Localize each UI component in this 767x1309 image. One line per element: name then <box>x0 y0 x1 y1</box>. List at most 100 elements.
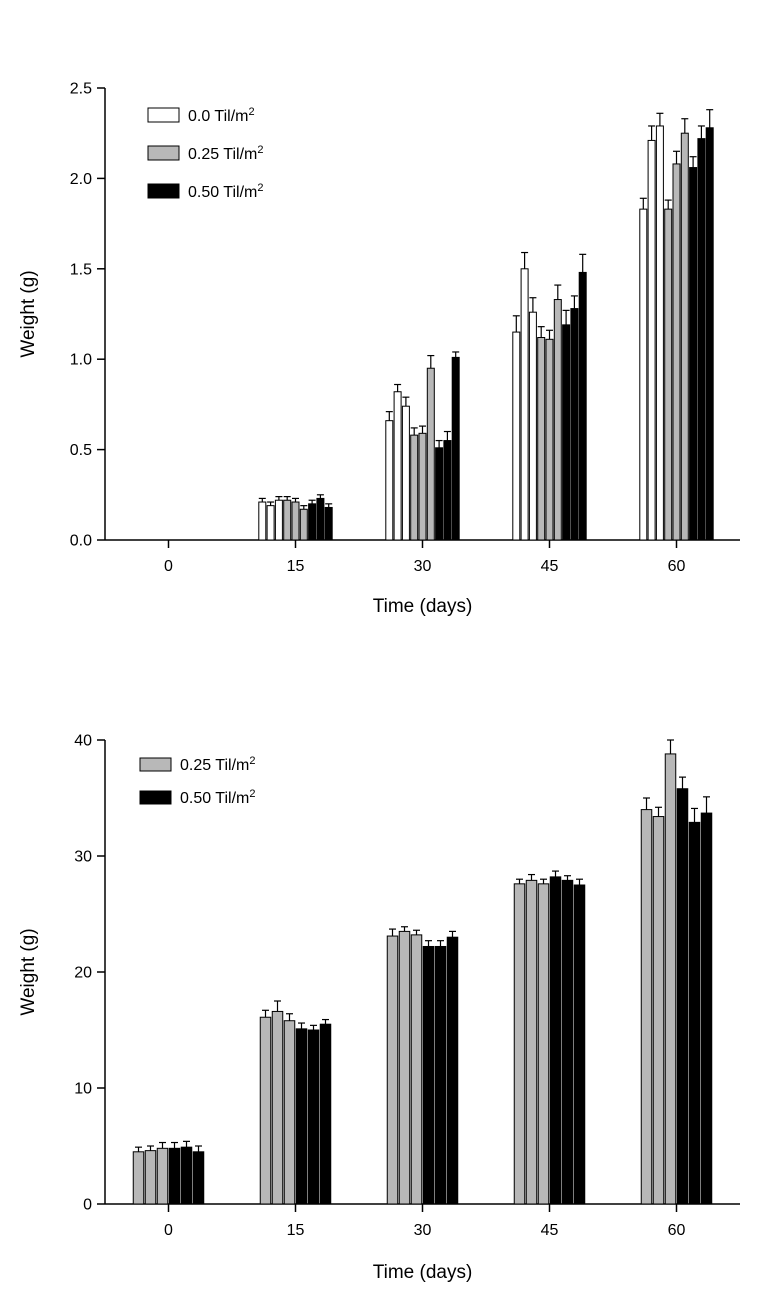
bar-s1-c4-r0 <box>676 788 689 1205</box>
x-tick-label: 60 <box>668 1222 686 1239</box>
bar-s0-c4-r0 <box>639 208 648 541</box>
bar-s1-c0-r2 <box>192 1151 205 1205</box>
bar-s0-c0-r2 <box>156 1147 169 1205</box>
bar-s0-c4-r1 <box>647 139 656 541</box>
bar-s0-c4-r1 <box>652 816 665 1205</box>
bar-s0-c2-r0 <box>385 420 394 541</box>
y-tick-label: 2.5 <box>70 81 92 98</box>
y-tick-label: 0.5 <box>70 442 92 459</box>
weight-chart-bottom-figure: 0 10 20 30 40 0 15 30 45 60 Time (days) Weight (g) 0… <box>0 645 767 1309</box>
bar-s1-c3-r2 <box>553 299 562 541</box>
bar-s1-c1-r1 <box>291 501 300 541</box>
bar-s2-c2-r2 <box>451 356 460 541</box>
bar-s0-c3-r0 <box>513 883 526 1205</box>
weight-chart-top-figure: 0.0 0.5 1.0 1.5 2.0 2.5 0 15 30 45 60 Time (days) We… <box>0 0 767 645</box>
x-axis-label: Time (days) <box>373 1262 473 1283</box>
legend-swatch-2 <box>147 145 180 161</box>
legend-label-1: 0.0 Til/m2 <box>188 106 255 125</box>
legend-swatch-3 <box>147 183 180 199</box>
bar-s0-c1-r0 <box>259 1016 272 1205</box>
bar-s0-c2-r1 <box>393 391 402 541</box>
bar-s1-c3-r0 <box>549 876 562 1205</box>
bar-s0-c3-r2 <box>537 883 550 1205</box>
legend-label-2: 0.50 Til/m2 <box>180 788 255 807</box>
y-tick-label: 30 <box>74 849 92 866</box>
x-tick-label: 45 <box>541 558 559 575</box>
bar-s0-c1-r2 <box>283 1020 296 1205</box>
bar-s1-c0-r1 <box>180 1146 193 1205</box>
y-tick-label: 20 <box>74 965 92 982</box>
bar-s2-c1-r0 <box>308 503 317 541</box>
bar-s1-c0-r0 <box>168 1147 181 1205</box>
bar-s1-c2-r1 <box>418 432 427 541</box>
bar-s1-c2-r2 <box>426 367 435 541</box>
legend-label-3: 0.50 Til/m2 <box>188 182 263 201</box>
legend-swatch-2 <box>139 790 172 805</box>
bar-s2-c3-r2 <box>578 271 587 541</box>
bar-s0-c3-r0 <box>512 331 521 541</box>
bar-s0-c4-r2 <box>664 753 677 1205</box>
x-tick-label: 60 <box>668 558 686 575</box>
bar-s1-c1-r1 <box>307 1029 320 1205</box>
legend-swatch-1 <box>147 107 180 123</box>
y-tick-label: 0 <box>83 1197 92 1214</box>
bar-s1-c1-r2 <box>319 1023 332 1205</box>
bar-s0-c4-r2 <box>655 125 664 541</box>
weight-chart-top: 0.0 0.5 1.0 1.5 2.0 2.5 0 15 30 45 60 Time (days) We… <box>18 81 740 617</box>
bar-s0-c3-r1 <box>525 879 538 1205</box>
bar-s2-c4-r1 <box>697 138 706 541</box>
y-tick-label: 0.0 <box>70 533 92 550</box>
y-tick-label: 1.5 <box>70 261 92 278</box>
bar-s1-c1-r2 <box>299 508 308 541</box>
bar-s1-c3-r1 <box>561 879 574 1205</box>
y-tick-label: 10 <box>74 1081 92 1098</box>
y-axis-label: Weight (g) <box>18 270 39 357</box>
bar-s1-c4-r1 <box>672 163 681 541</box>
legend-label-2: 0.25 Til/m2 <box>188 144 263 163</box>
bar-s2-c1-r1 <box>316 497 325 541</box>
bar-s0-c2-r1 <box>398 930 411 1205</box>
bar-s2-c4-r0 <box>689 167 698 541</box>
bar-s1-c4-r2 <box>680 132 689 541</box>
bar-s0-c1-r2 <box>274 499 283 541</box>
bar-s0-c2-r2 <box>401 405 410 541</box>
y-axis-label: Weight (g) <box>18 928 39 1015</box>
bar-s0-c2-r0 <box>386 935 399 1205</box>
bar-s2-c2-r0 <box>435 447 444 541</box>
bar-s1-c3-r1 <box>545 338 554 541</box>
bar-s1-c2-r0 <box>422 945 435 1205</box>
bar-s1-c4-r1 <box>688 821 701 1205</box>
x-tick-label: 45 <box>541 1222 559 1239</box>
y-tick-label: 2.0 <box>70 171 92 188</box>
x-tick-label: 0 <box>164 1222 173 1239</box>
bar-s0-c4-r0 <box>640 809 653 1205</box>
x-tick-label: 30 <box>414 558 432 575</box>
bar-s1-c4-r2 <box>700 812 713 1205</box>
x-tick-label: 15 <box>287 558 305 575</box>
x-axis-label: Time (days) <box>373 596 473 617</box>
bar-s0-c3-r2 <box>528 311 537 541</box>
bar-s1-c2-r2 <box>446 936 459 1205</box>
bar-s1-c1-r0 <box>283 499 292 541</box>
legend-label-1: 0.25 Til/m2 <box>180 755 255 774</box>
bar-s0-c1-r1 <box>266 505 275 541</box>
legend-swatch-1 <box>139 757 172 772</box>
bar-s0-c0-r1 <box>144 1150 157 1205</box>
bar-s1-c4-r0 <box>664 208 673 541</box>
x-tick-label: 0 <box>164 558 173 575</box>
y-tick-label: 1.0 <box>70 352 92 369</box>
bar-s0-c2-r2 <box>410 934 423 1205</box>
bar-s0-c3-r1 <box>520 268 529 541</box>
y-tick-label: 40 <box>74 733 92 750</box>
bar-s2-c3-r1 <box>570 308 579 541</box>
weight-chart-bottom: 0 10 20 30 40 0 15 30 45 60 Time (days) Weight (g) 0… <box>18 733 740 1283</box>
bar-s1-c3-r0 <box>537 337 546 541</box>
bar-s2-c3-r0 <box>562 324 571 541</box>
bar-s0-c1-r1 <box>271 1010 284 1205</box>
bar-s2-c2-r1 <box>443 440 452 541</box>
bar-s0-c0-r0 <box>132 1151 145 1205</box>
bar-s2-c4-r2 <box>705 127 714 541</box>
bar-s1-c3-r2 <box>573 884 586 1205</box>
bar-s2-c1-r2 <box>324 506 333 541</box>
